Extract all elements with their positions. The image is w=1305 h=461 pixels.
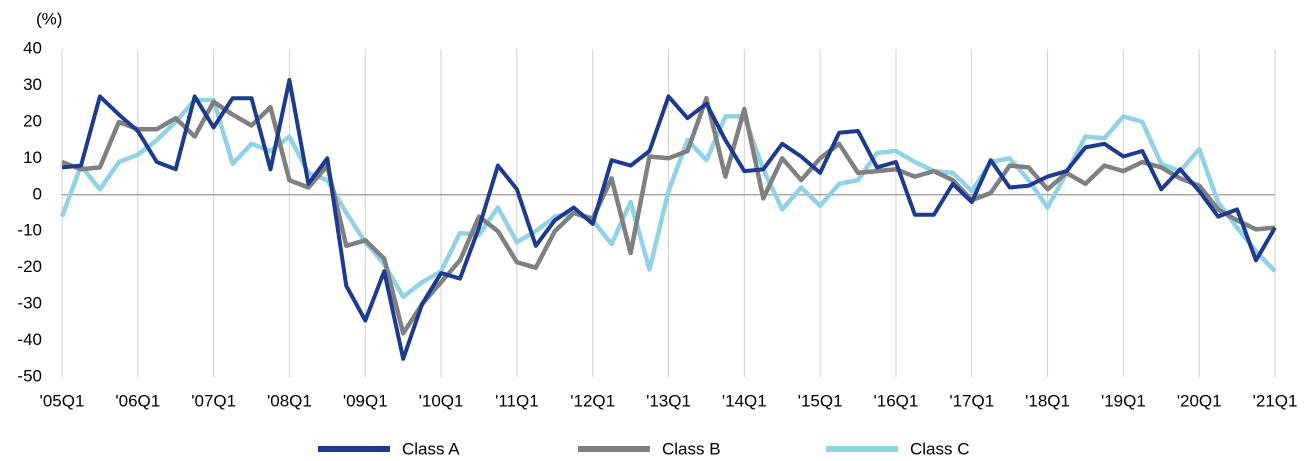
x-tick-label: '06Q1 (115, 391, 160, 410)
series-line (61, 95, 1276, 336)
legend-label: Class A (402, 439, 460, 458)
x-tick-label: '18Q1 (1025, 391, 1070, 410)
y-tick-label: -10 (17, 221, 42, 240)
series-line (61, 78, 1277, 361)
x-tick-label: '13Q1 (646, 391, 691, 410)
x-tick-label: '09Q1 (343, 391, 388, 410)
y-axis-label: (%) (36, 9, 62, 28)
y-tick-label: -20 (17, 257, 42, 276)
x-tick-label: '12Q1 (570, 391, 615, 410)
x-tick-label: '14Q1 (722, 391, 767, 410)
y-tick-label: -40 (17, 330, 42, 349)
x-tick-label: '15Q1 (798, 391, 843, 410)
x-tick-label: '11Q1 (495, 391, 539, 410)
y-tick-label: 30 (23, 75, 42, 94)
x-tick-label: '17Q1 (949, 391, 994, 410)
y-tick-label: 40 (23, 38, 42, 57)
x-tick-label: '05Q1 (40, 391, 85, 410)
x-tick-label: '08Q1 (267, 391, 312, 410)
legend-label: Class C (910, 439, 970, 458)
y-tick-label: -50 (17, 366, 42, 385)
x-tick-label: '07Q1 (191, 391, 236, 410)
y-tick-label: 0 (33, 184, 42, 203)
y-tick-label: 20 (23, 111, 42, 130)
y-tick-label: -30 (17, 294, 42, 313)
x-tick-label: '10Q1 (419, 391, 464, 410)
legend-label: Class B (662, 439, 721, 458)
y-tick-label: 10 (23, 148, 42, 167)
x-tick-label: '16Q1 (874, 391, 919, 410)
x-tick-label: '21Q1 (1253, 391, 1298, 410)
x-tick-label: '20Q1 (1177, 391, 1222, 410)
x-tick-label: '19Q1 (1101, 391, 1146, 410)
